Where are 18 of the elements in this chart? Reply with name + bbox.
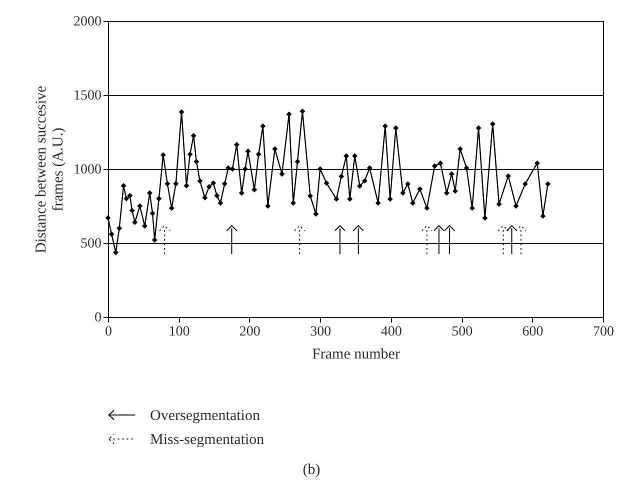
x-axis-title: Frame number: [312, 346, 400, 362]
text: (b): [302, 462, 322, 479]
x-tick-label: 200: [239, 324, 260, 340]
y-tick-label: 2000: [74, 14, 102, 30]
x-tick-label: 500: [452, 324, 473, 340]
y-tick-label: 1000: [74, 162, 102, 178]
legend-label: Oversegmentation: [150, 408, 260, 424]
y-tick-label: 500: [80, 236, 102, 252]
x-tick-label: 100: [168, 324, 190, 340]
y-axis-title: Distance between succesive frames (A.U.): [34, 85, 66, 254]
x-tick-label: 600: [522, 324, 544, 340]
y-tick-label: 1500: [74, 88, 102, 104]
x-tick-label: 400: [380, 324, 402, 340]
y-tick-label: 0: [94, 310, 102, 326]
x-tick-label: 0: [105, 324, 112, 340]
legend-label: Miss-segmentation: [150, 432, 265, 448]
x-tick-label: 300: [310, 324, 332, 340]
x-tick-label: 700: [593, 324, 614, 340]
